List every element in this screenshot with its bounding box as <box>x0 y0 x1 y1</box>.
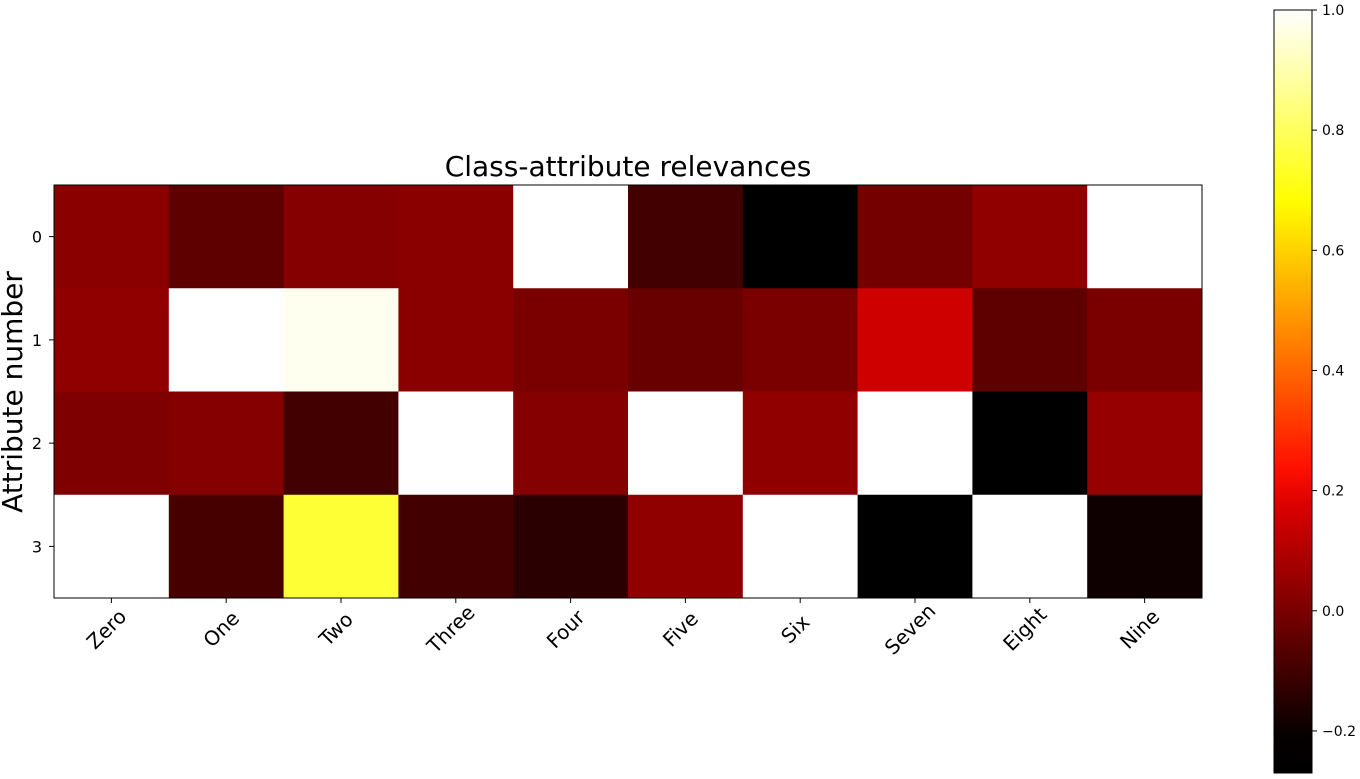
heatmap-cell <box>1087 185 1203 289</box>
heatmap-cell <box>972 288 1088 392</box>
heatmap-cell <box>513 288 629 392</box>
heatmap-cell <box>283 288 399 392</box>
heatmap-cell <box>398 494 514 599</box>
heatmap-cell <box>1087 494 1203 599</box>
heatmap-cell <box>857 288 973 392</box>
heatmap-cell <box>398 288 514 392</box>
colorbar-tick-label: 0.0 <box>1322 604 1344 620</box>
heatmap-cell <box>972 494 1088 599</box>
y-tick-label: 1 <box>32 331 42 350</box>
colorbar <box>1273 9 1313 774</box>
x-tick-label: Eight <box>998 602 1051 655</box>
colorbar-tick-label: 0.8 <box>1322 123 1344 139</box>
heatmap-cell <box>857 391 973 496</box>
heatmap-cell <box>283 185 399 289</box>
x-tick-label: Six <box>776 610 814 648</box>
y-tick-label: 2 <box>32 434 42 453</box>
chart-title: Class-attribute relevances <box>445 150 812 183</box>
colorbar-tick-label: 0.4 <box>1322 363 1344 379</box>
heatmap-cell <box>628 288 744 392</box>
y-axis-ticks: 0 1 2 3 <box>32 228 54 556</box>
heatmap-cell <box>398 185 514 289</box>
heatmap-cell <box>857 494 973 599</box>
heatmap-cell <box>513 494 629 599</box>
heatmap-cell <box>54 494 170 599</box>
y-tick-label: 0 <box>32 228 42 247</box>
heatmap-cell <box>513 185 629 289</box>
x-tick-label: Three <box>421 600 479 658</box>
y-axis-label: Attribute number <box>0 271 29 513</box>
heatmap-cell <box>283 494 399 599</box>
heatmap-cell <box>54 185 170 289</box>
heatmap-cell <box>54 288 170 392</box>
x-tick-label: Four <box>542 604 591 653</box>
y-tick-label: 3 <box>32 537 42 556</box>
x-tick-label: Zero <box>82 604 132 654</box>
heatmap-cell <box>628 494 744 599</box>
heatmap-cell <box>283 391 399 496</box>
colorbar-tick-label: 1.0 <box>1322 3 1344 19</box>
heatmap-cell <box>742 185 859 289</box>
heatmap-cell <box>742 494 859 599</box>
heatmap-cell <box>168 185 285 289</box>
colorbar-tick-label: −0.2 <box>1322 724 1356 740</box>
heatmap-cell <box>628 391 744 496</box>
x-axis-ticks: Zero One Two Three Four Five Six Seven Eight Nine <box>82 598 1164 660</box>
x-tick-label: Two <box>314 607 358 651</box>
heatmap-cell <box>168 391 285 496</box>
heatmap-cell <box>54 391 170 496</box>
x-tick-label: One <box>198 606 244 652</box>
heatmap-cell <box>1087 288 1203 392</box>
x-tick-label: Nine <box>1115 604 1164 653</box>
colorbar-tick-label: 0.6 <box>1322 243 1344 259</box>
x-tick-label: Five <box>658 607 703 652</box>
heatmap-cell <box>857 185 973 289</box>
colorbar-tick-label: 0.2 <box>1322 484 1344 500</box>
heatmap-cell <box>742 391 859 496</box>
heatmap-cells <box>54 185 1203 599</box>
colorbar-ticks: 1.0 0.8 0.6 0.4 0.2 0.0 −0.2 <box>1312 3 1356 740</box>
heatmap-cell <box>972 185 1088 289</box>
x-tick-label: Seven <box>880 599 941 660</box>
heatmap-cell <box>628 185 744 289</box>
heatmap-cell <box>1087 391 1203 496</box>
heatmap-cell <box>168 494 285 599</box>
heatmap-cell <box>398 391 514 496</box>
heatmap-cell <box>168 288 285 392</box>
heatmap-cell <box>972 391 1088 496</box>
plot-frame <box>53 184 1203 599</box>
heatmap-cell <box>742 288 859 392</box>
heatmap-cell <box>513 391 629 496</box>
